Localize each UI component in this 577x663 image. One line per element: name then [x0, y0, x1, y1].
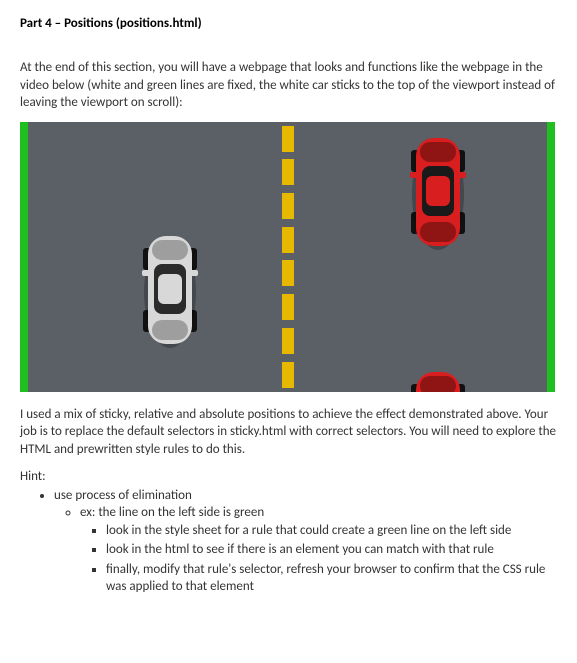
hint-text: ex: the line on the left side is green: [80, 505, 264, 520]
red-car-top: [408, 132, 468, 256]
intro-paragraph: At the end of this section, you will hav…: [20, 59, 557, 112]
center-dash: [282, 294, 294, 320]
center-dash: [282, 126, 294, 152]
hint-label: Hint:: [20, 468, 557, 486]
white-car: [140, 230, 200, 354]
hint-item: use process of elimination ex: the line …: [54, 488, 557, 596]
center-dash: [282, 193, 294, 219]
instructions-paragraph: I used a mix of sticky, relative and abs…: [20, 406, 557, 459]
center-dash: [282, 362, 294, 388]
section-heading: Part 4 – Positions (positions.html): [20, 16, 557, 31]
left-green-line: [20, 122, 28, 392]
center-dashed-line: [282, 122, 294, 392]
hint-step: finally, modify that rule's selector, re…: [106, 561, 557, 596]
hint-subitem: ex: the line on the left side is green l…: [80, 505, 557, 596]
road-demo-figure: [20, 122, 557, 392]
road-surface: [20, 122, 555, 392]
center-dash: [282, 260, 294, 286]
center-dash: [282, 328, 294, 354]
hint-step: look in the html to see if there is an e…: [106, 541, 557, 559]
hint-step: look in the style sheet for a rule that …: [106, 522, 557, 540]
center-dash: [282, 159, 294, 185]
hint-list: use process of elimination ex: the line …: [20, 488, 557, 596]
hint-text: use process of elimination: [54, 488, 192, 503]
red-car-bottom: [408, 366, 468, 392]
right-green-line: [547, 122, 555, 392]
center-dash: [282, 227, 294, 253]
